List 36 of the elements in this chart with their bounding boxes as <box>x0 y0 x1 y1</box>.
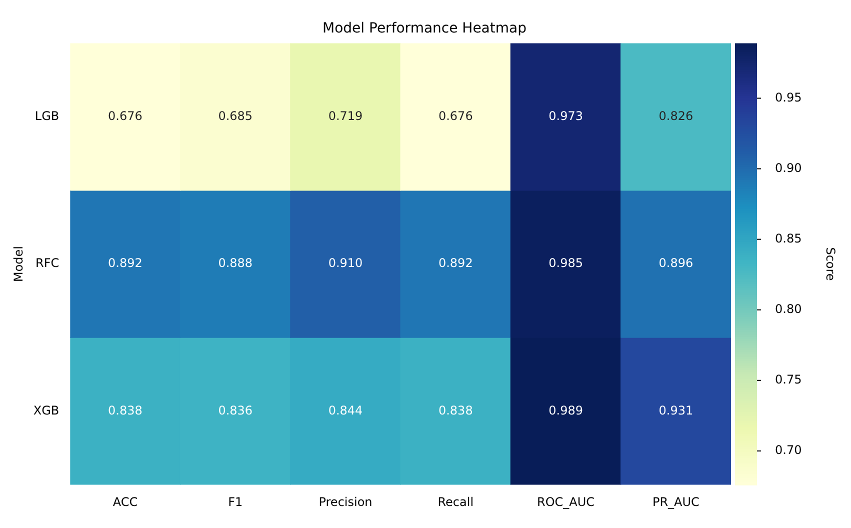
chart-title: Model Performance Heatmap <box>322 20 527 36</box>
x-tick-label: PR_AUC <box>652 495 700 510</box>
data-label: 0.892 <box>108 256 142 270</box>
data-label: 0.838 <box>108 403 142 418</box>
data-label: 0.931 <box>658 403 694 418</box>
x-tick-label: ROC_AUC <box>537 495 595 510</box>
data-label: 0.985 <box>548 256 583 270</box>
data-label: 0.676 <box>438 108 473 123</box>
data-label: 0.888 <box>218 256 253 270</box>
data-label: 0.896 <box>658 256 694 270</box>
x-tick-label: Precision <box>318 495 372 510</box>
data-label: 0.836 <box>218 403 253 418</box>
color-bar-label: 0.70 <box>775 443 802 458</box>
y-tick-label: RFC <box>36 256 60 270</box>
data-label: 0.910 <box>328 256 363 270</box>
data-label: 0.719 <box>328 108 363 123</box>
data-label: 0.892 <box>438 256 473 270</box>
data-label: 0.685 <box>218 108 253 123</box>
color-bar-label: 0.90 <box>775 160 802 175</box>
data-label: 0.826 <box>658 108 694 123</box>
x-tick-label: F1 <box>228 495 243 510</box>
y-axis-title: Model <box>11 246 26 282</box>
color-bar-label: 0.75 <box>775 372 802 387</box>
data-label: 0.973 <box>548 108 583 123</box>
y-tick-label: XGB <box>33 403 60 418</box>
color-bar-label: 0.95 <box>775 90 802 104</box>
data-label: 0.676 <box>108 108 142 123</box>
y-tick-label: LGB <box>34 108 60 123</box>
x-tick-label: ACC <box>112 495 138 510</box>
color-bar-label: 0.80 <box>775 302 802 316</box>
color-bar-label: 0.85 <box>775 231 802 246</box>
data-label: 0.989 <box>548 403 583 418</box>
data-label: 0.844 <box>328 403 363 418</box>
x-tick-label: Recall <box>438 495 474 510</box>
data-label: 0.838 <box>438 403 473 418</box>
color-bar-title: Score <box>824 247 838 281</box>
